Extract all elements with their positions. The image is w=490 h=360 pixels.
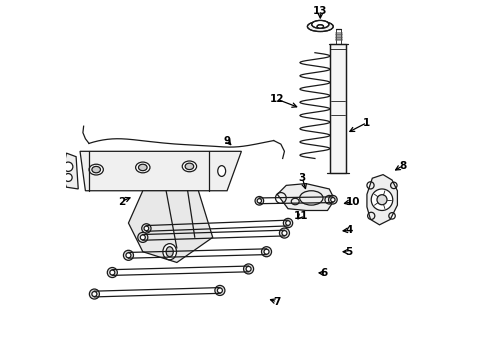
Circle shape xyxy=(255,197,264,205)
Circle shape xyxy=(218,288,222,293)
Circle shape xyxy=(138,232,148,242)
Ellipse shape xyxy=(182,161,196,172)
Circle shape xyxy=(282,230,287,235)
Ellipse shape xyxy=(218,166,225,176)
Ellipse shape xyxy=(317,25,323,28)
Text: 6: 6 xyxy=(320,268,327,278)
Polygon shape xyxy=(277,184,335,211)
Circle shape xyxy=(126,253,131,258)
Text: 11: 11 xyxy=(294,211,308,221)
Text: 1: 1 xyxy=(363,118,370,128)
Text: 9: 9 xyxy=(223,136,231,145)
Polygon shape xyxy=(62,153,78,189)
Circle shape xyxy=(279,228,290,238)
Circle shape xyxy=(142,224,151,233)
Circle shape xyxy=(107,267,117,278)
Text: 2: 2 xyxy=(118,197,125,207)
Ellipse shape xyxy=(166,247,173,257)
Ellipse shape xyxy=(312,21,329,28)
Circle shape xyxy=(246,266,251,271)
Text: 7: 7 xyxy=(273,297,281,307)
Ellipse shape xyxy=(89,164,103,175)
Text: 10: 10 xyxy=(345,197,360,207)
Circle shape xyxy=(329,195,337,204)
Circle shape xyxy=(140,235,146,240)
Ellipse shape xyxy=(136,162,150,173)
Circle shape xyxy=(371,189,393,211)
Polygon shape xyxy=(128,191,213,262)
Ellipse shape xyxy=(92,166,100,173)
Circle shape xyxy=(215,285,225,296)
Ellipse shape xyxy=(185,163,194,170)
Text: 13: 13 xyxy=(313,6,327,17)
Text: 8: 8 xyxy=(399,161,406,171)
Circle shape xyxy=(123,250,133,260)
Circle shape xyxy=(64,174,72,181)
Text: 5: 5 xyxy=(345,247,353,257)
Text: 3: 3 xyxy=(299,173,306,183)
Ellipse shape xyxy=(307,22,333,32)
Text: 4: 4 xyxy=(345,225,353,235)
Ellipse shape xyxy=(139,164,147,171)
Circle shape xyxy=(110,270,115,275)
Circle shape xyxy=(331,198,335,202)
Circle shape xyxy=(89,289,99,299)
Circle shape xyxy=(144,226,148,231)
Polygon shape xyxy=(367,175,397,225)
Circle shape xyxy=(286,221,291,225)
Text: 12: 12 xyxy=(270,94,285,104)
Polygon shape xyxy=(80,151,242,191)
Circle shape xyxy=(64,162,73,171)
Circle shape xyxy=(257,199,262,203)
Circle shape xyxy=(283,219,293,228)
Circle shape xyxy=(92,292,97,297)
Circle shape xyxy=(244,264,254,274)
Circle shape xyxy=(264,249,269,254)
Circle shape xyxy=(262,247,271,257)
Polygon shape xyxy=(330,44,346,173)
Ellipse shape xyxy=(163,244,176,260)
Circle shape xyxy=(377,195,387,205)
